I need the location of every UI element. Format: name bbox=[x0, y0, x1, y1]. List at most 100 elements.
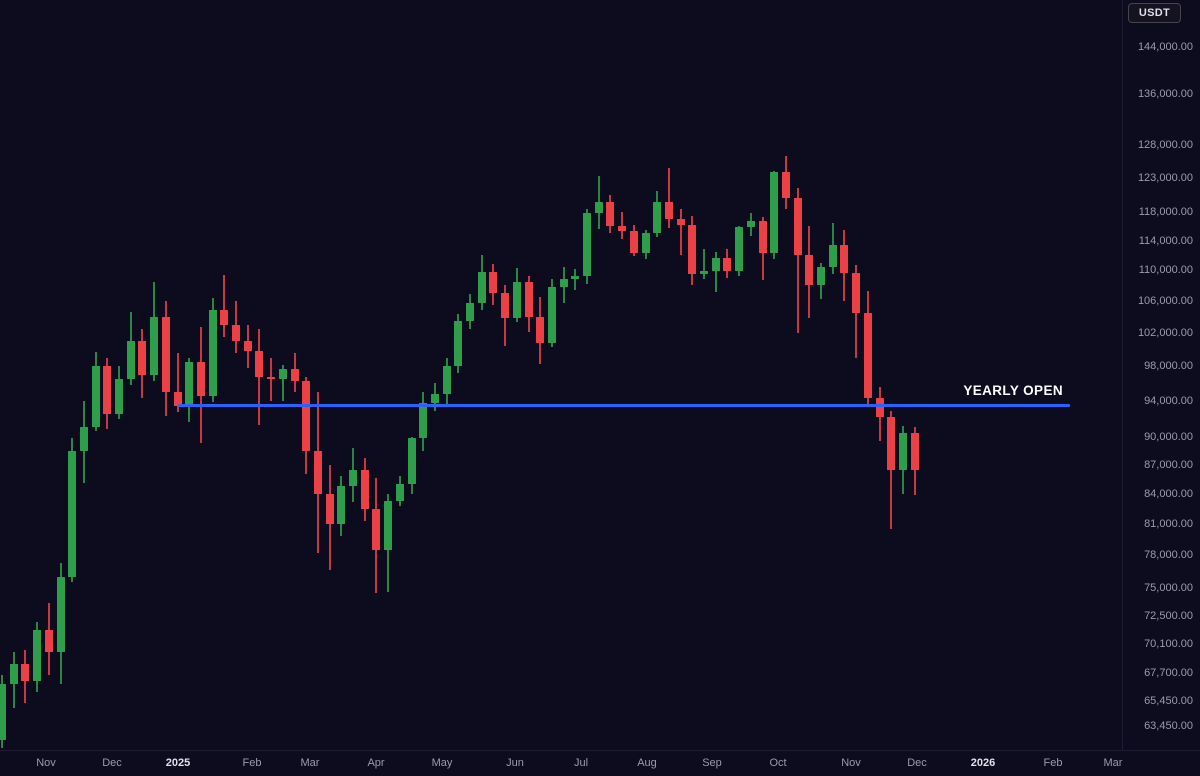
price-tick-label: 98,000.00 bbox=[1144, 360, 1193, 373]
candle-body bbox=[852, 273, 861, 313]
candle-wick bbox=[574, 268, 577, 291]
candle-wick bbox=[890, 411, 893, 530]
time-tick-year-label: 2025 bbox=[165, 757, 191, 769]
candle-body bbox=[676, 219, 685, 225]
candle-body bbox=[454, 320, 463, 367]
price-tick-label: 78,000.00 bbox=[1144, 549, 1193, 562]
candle-body bbox=[33, 629, 42, 682]
candle-body bbox=[840, 245, 849, 274]
candle-body bbox=[126, 341, 135, 379]
price-tick-label: 123,000.00 bbox=[1137, 171, 1193, 184]
candle-wick bbox=[281, 365, 284, 402]
time-tick-month-label: Jul bbox=[573, 757, 589, 769]
candle-body bbox=[0, 683, 6, 741]
candle-body bbox=[79, 427, 88, 451]
candle-wick bbox=[223, 274, 226, 337]
price-tick-label: 114,000.00 bbox=[1138, 234, 1193, 247]
price-tick-label: 90,000.00 bbox=[1144, 430, 1193, 443]
time-tick-month-label: Aug bbox=[637, 757, 657, 769]
yearly-open-line[interactable] bbox=[178, 404, 1070, 408]
price-tick-label: 81,000.00 bbox=[1144, 517, 1193, 530]
time-tick-month-label: Nov bbox=[841, 757, 861, 769]
candle-body bbox=[817, 267, 825, 286]
candle-body bbox=[477, 271, 486, 303]
candle-body bbox=[536, 316, 545, 343]
time-tick-month-label: Oct bbox=[769, 757, 787, 769]
candle-body bbox=[103, 366, 112, 414]
candle-body bbox=[372, 508, 381, 550]
candle-body bbox=[758, 221, 767, 254]
candle-body bbox=[220, 310, 229, 325]
candle-body bbox=[56, 576, 65, 653]
candle-body bbox=[290, 369, 299, 381]
time-axis[interactable]: Nov Dec 2025 Feb Mar Apr May Jun Jul Aug Sep Oct Nov… bbox=[0, 750, 1200, 776]
candle-body bbox=[9, 664, 18, 684]
candle-body bbox=[208, 310, 217, 397]
candle-body bbox=[805, 255, 814, 286]
price-tick-label: 72,500.00 bbox=[1144, 609, 1193, 622]
candle-body bbox=[887, 416, 896, 470]
candle-body bbox=[173, 391, 182, 406]
candle-body bbox=[313, 450, 322, 494]
candle-wick bbox=[621, 212, 624, 240]
candle-body bbox=[606, 202, 615, 227]
quote-currency-badge[interactable]: USDT bbox=[1127, 3, 1181, 23]
price-tick-label: 67,700.00 bbox=[1144, 666, 1193, 679]
candle-body bbox=[337, 485, 346, 524]
candle-body bbox=[232, 324, 240, 342]
candle-body bbox=[442, 366, 451, 394]
candle-body bbox=[267, 377, 276, 380]
candle-body bbox=[349, 469, 357, 486]
candle-body bbox=[430, 393, 439, 404]
price-tick-label: 70,100.00 bbox=[1144, 637, 1193, 650]
candle-body bbox=[68, 450, 77, 577]
price-tick-label: 94,000.00 bbox=[1144, 394, 1193, 407]
price-tick-label: 128,000.00 bbox=[1137, 138, 1193, 151]
candle-body bbox=[571, 275, 580, 279]
time-tick-month-label: Apr bbox=[367, 757, 385, 769]
candle-wick bbox=[714, 251, 717, 292]
candle-body bbox=[746, 221, 755, 227]
candle-body bbox=[185, 361, 194, 406]
price-tick-label: 102,000.00 bbox=[1137, 326, 1193, 339]
candle-body bbox=[700, 271, 708, 275]
candle-body bbox=[395, 484, 404, 501]
yearly-open-label: YEARLY OPEN bbox=[963, 382, 1063, 398]
price-tick-label: 110,000.00 bbox=[1138, 264, 1193, 277]
time-tick-month-label: Nov bbox=[36, 757, 56, 769]
candle-body bbox=[711, 257, 720, 272]
price-tick-label: 87,000.00 bbox=[1144, 458, 1193, 471]
candle-body bbox=[828, 245, 837, 268]
candle-body bbox=[641, 232, 650, 254]
price-axis[interactable]: 144,000.00 136,000.00 128,000.00 123,000.00… bbox=[1122, 0, 1200, 750]
candle-body bbox=[512, 281, 521, 319]
candle-body bbox=[618, 226, 627, 232]
candle-wick bbox=[679, 208, 682, 256]
price-tick-label: 75,000.00 bbox=[1144, 581, 1193, 594]
time-tick-month-label: Sep bbox=[702, 757, 722, 769]
candle-body bbox=[44, 629, 53, 653]
candle-wick bbox=[703, 249, 705, 279]
candle-body bbox=[559, 278, 568, 287]
price-tick-label: 118,000.00 bbox=[1138, 206, 1193, 219]
candle-wick bbox=[176, 353, 179, 413]
candle-wick bbox=[270, 357, 273, 401]
candle-body bbox=[547, 287, 556, 343]
time-tick-month-label: Dec bbox=[102, 757, 122, 769]
candle-body bbox=[325, 493, 334, 524]
candle-body bbox=[875, 397, 884, 417]
candle-body bbox=[407, 438, 416, 484]
candle-body bbox=[594, 202, 603, 214]
chart-canvas[interactable]: YEARLY OPEN bbox=[0, 0, 1122, 750]
candle-body bbox=[629, 231, 638, 254]
candle-wick bbox=[667, 167, 670, 228]
candle-body bbox=[255, 350, 264, 378]
candle-body bbox=[781, 172, 790, 199]
candle-body bbox=[21, 664, 30, 682]
price-tick-label: 65,450.00 bbox=[1144, 694, 1193, 707]
time-tick-month-label: Dec bbox=[907, 757, 927, 769]
candle-body bbox=[115, 378, 123, 414]
candle-body bbox=[688, 224, 697, 275]
time-tick-month-label: Jun bbox=[506, 757, 524, 769]
